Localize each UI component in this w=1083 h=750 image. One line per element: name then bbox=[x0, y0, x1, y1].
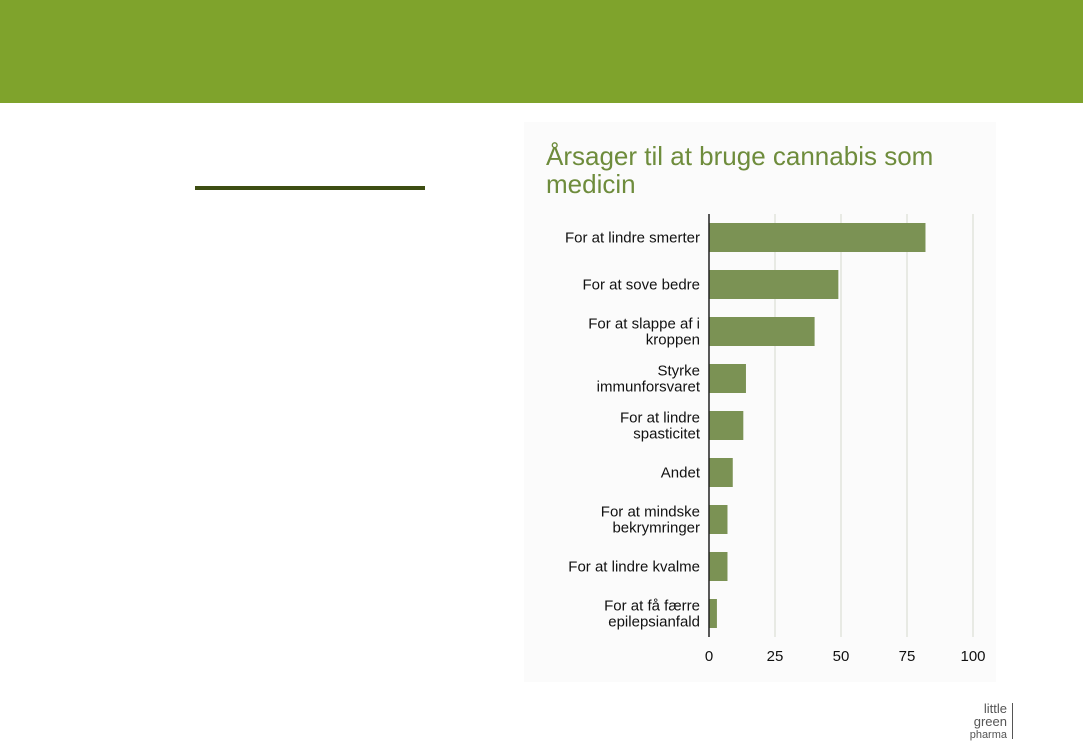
x-tick-label: 25 bbox=[767, 648, 784, 665]
category-label-line: For at lindre kvalme bbox=[568, 559, 700, 576]
category-label: For at lindre kvalme bbox=[568, 559, 700, 576]
x-tick-label: 0 bbox=[705, 648, 713, 665]
bar bbox=[709, 270, 839, 299]
little-green-pharma-logo: little green pharma bbox=[955, 700, 1015, 742]
bar bbox=[709, 223, 926, 252]
category-label-line: For at lindre smerter bbox=[565, 230, 700, 247]
bar bbox=[709, 599, 717, 628]
category-label-line: Andet bbox=[661, 465, 701, 482]
category-label-line: For at slappe af i bbox=[588, 316, 700, 333]
chart-panel: Årsager til at bruge cannabis som medici… bbox=[524, 122, 996, 682]
category-label: For at lindre smerter bbox=[565, 230, 700, 247]
top-banner bbox=[0, 0, 1083, 103]
category-label: Andet bbox=[661, 465, 701, 482]
logo-divider bbox=[1012, 703, 1013, 739]
bar bbox=[709, 458, 733, 487]
category-label-line: Styrke bbox=[657, 363, 700, 380]
x-tick-label: 50 bbox=[833, 648, 850, 665]
category-label-line: For at få færre bbox=[604, 598, 700, 615]
category-label-line: For at lindre bbox=[620, 410, 700, 427]
bar bbox=[709, 505, 728, 534]
chart-title: Årsager til at bruge cannabis som medici… bbox=[546, 141, 934, 199]
logo-line-pharma: pharma bbox=[969, 729, 1007, 741]
category-label-line: immunforsvaret bbox=[597, 379, 701, 396]
category-label: For at sove bedre bbox=[582, 277, 700, 294]
bar bbox=[709, 364, 746, 393]
x-tick-label: 75 bbox=[899, 648, 916, 665]
category-label-line: epilepsianfald bbox=[608, 614, 700, 631]
category-label-line: spasticitet bbox=[633, 426, 701, 443]
bar-chart: For at lindre smerter For at sove bedre Fo… bbox=[565, 214, 986, 665]
category-label: For at få færre epilepsianfald bbox=[604, 598, 700, 631]
category-label: Styrke immunforsvaret bbox=[597, 363, 701, 396]
bar bbox=[709, 411, 744, 440]
logo-line-little: little bbox=[983, 701, 1007, 716]
category-label: For at mindske bekrymringer bbox=[601, 504, 700, 537]
bar bbox=[709, 317, 815, 346]
category-label-line: For at mindske bbox=[601, 504, 700, 521]
x-tick-label: 100 bbox=[960, 648, 985, 665]
accent-rule bbox=[195, 186, 425, 190]
logo-line-green: green bbox=[973, 714, 1007, 729]
category-label-line: bekrymringer bbox=[612, 520, 700, 537]
category-label: For at slappe af i kroppen bbox=[588, 316, 700, 349]
category-label-line: For at sove bedre bbox=[582, 277, 700, 294]
category-label: For at lindre spasticitet bbox=[620, 410, 701, 443]
bar bbox=[709, 552, 728, 581]
category-label-line: kroppen bbox=[646, 332, 700, 349]
